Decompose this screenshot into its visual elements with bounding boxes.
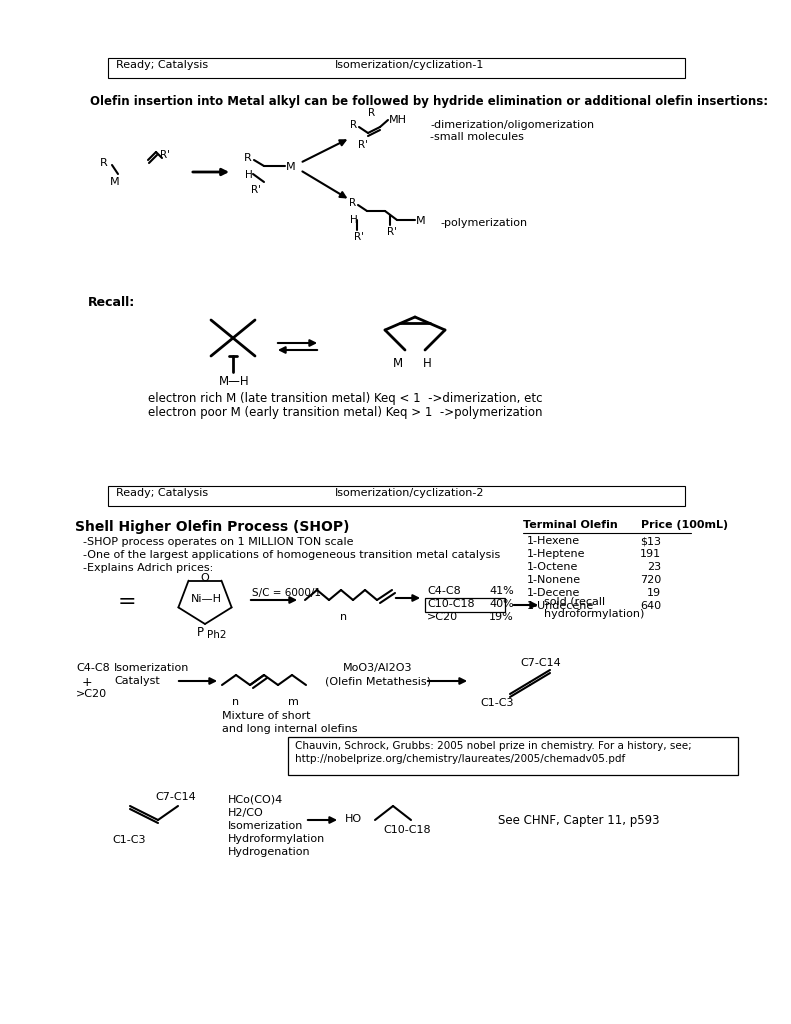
Text: electron poor M (early transition metal) Keq > 1  ->polymerization: electron poor M (early transition metal)… bbox=[148, 406, 543, 419]
Text: Ready; Catalysis: Ready; Catalysis bbox=[116, 60, 208, 70]
Text: sold (recall: sold (recall bbox=[544, 597, 605, 607]
Text: $13: $13 bbox=[640, 536, 661, 546]
Text: and long internal olefins: and long internal olefins bbox=[222, 724, 358, 734]
Text: 1-Octene: 1-Octene bbox=[527, 562, 578, 572]
Text: MH: MH bbox=[389, 115, 407, 125]
Text: >C20: >C20 bbox=[427, 612, 458, 622]
Text: Isomerization: Isomerization bbox=[228, 821, 304, 831]
Text: Isomerization/cyclization-2: Isomerization/cyclization-2 bbox=[335, 488, 485, 498]
Text: C7-C14: C7-C14 bbox=[520, 658, 561, 668]
Text: R': R' bbox=[358, 140, 368, 150]
Text: http://nobelprize.org/chemistry/laureates/2005/chemadv05.pdf: http://nobelprize.org/chemistry/laureate… bbox=[295, 754, 625, 764]
Text: H: H bbox=[245, 170, 253, 180]
Text: -small molecules: -small molecules bbox=[430, 132, 524, 142]
Text: 640: 640 bbox=[640, 601, 661, 611]
Text: HO: HO bbox=[345, 814, 362, 824]
Text: R: R bbox=[368, 108, 375, 118]
Text: 19: 19 bbox=[647, 588, 661, 598]
Bar bbox=[108, 486, 685, 506]
Text: -SHOP process operates on 1 MILLION TON scale: -SHOP process operates on 1 MILLION TON … bbox=[83, 537, 354, 547]
Text: H: H bbox=[423, 357, 432, 370]
Text: C4-C8: C4-C8 bbox=[427, 586, 460, 596]
Text: hydroformylation): hydroformylation) bbox=[544, 609, 645, 618]
Text: R: R bbox=[349, 198, 356, 208]
Text: 1-Undecene: 1-Undecene bbox=[527, 601, 594, 611]
Text: M—H: M—H bbox=[219, 375, 250, 388]
Bar bbox=[288, 737, 738, 775]
Text: Ph2: Ph2 bbox=[207, 630, 226, 640]
Text: R: R bbox=[350, 120, 357, 130]
Text: -One of the largest applications of homogeneous transition metal catalysis: -One of the largest applications of homo… bbox=[83, 550, 500, 560]
Text: 41%: 41% bbox=[489, 586, 513, 596]
Text: R': R' bbox=[251, 185, 261, 195]
Text: Shell Higher Olefin Process (SHOP): Shell Higher Olefin Process (SHOP) bbox=[75, 520, 350, 534]
Text: Ni—H: Ni—H bbox=[191, 594, 222, 604]
Text: M: M bbox=[393, 357, 403, 370]
Text: C10-C18: C10-C18 bbox=[383, 825, 430, 835]
Text: 720: 720 bbox=[640, 575, 661, 585]
Text: S/C = 6000/1: S/C = 6000/1 bbox=[252, 588, 321, 598]
Text: C7-C14: C7-C14 bbox=[155, 792, 195, 802]
Text: R: R bbox=[100, 158, 108, 168]
Text: R': R' bbox=[387, 227, 397, 237]
Text: 19%: 19% bbox=[489, 612, 513, 622]
Text: O: O bbox=[200, 573, 209, 583]
Text: 191: 191 bbox=[640, 549, 661, 559]
Text: Catalyst: Catalyst bbox=[114, 676, 160, 686]
Bar bbox=[425, 598, 505, 612]
Text: -polymerization: -polymerization bbox=[440, 218, 527, 228]
Text: -Explains Adrich prices:: -Explains Adrich prices: bbox=[83, 563, 214, 573]
Text: R: R bbox=[244, 153, 252, 163]
Text: HCo(CO)4: HCo(CO)4 bbox=[228, 795, 283, 805]
Text: C4-C8: C4-C8 bbox=[76, 663, 110, 673]
Text: n: n bbox=[340, 612, 347, 622]
Text: (Olefin Metathesis): (Olefin Metathesis) bbox=[325, 676, 431, 686]
Text: Isomerization: Isomerization bbox=[114, 663, 189, 673]
Text: -dimerization/oligomerization: -dimerization/oligomerization bbox=[430, 120, 594, 130]
Text: M: M bbox=[110, 177, 119, 187]
Text: H2/CO: H2/CO bbox=[228, 808, 263, 818]
Text: +: + bbox=[82, 676, 93, 689]
Text: C1-C3: C1-C3 bbox=[112, 835, 146, 845]
Text: MoO3/Al2O3: MoO3/Al2O3 bbox=[343, 663, 413, 673]
Text: 1-Hexene: 1-Hexene bbox=[527, 536, 580, 546]
Text: P: P bbox=[197, 626, 204, 639]
Text: =: = bbox=[118, 592, 137, 612]
Text: Price (100mL): Price (100mL) bbox=[641, 520, 729, 530]
Text: Isomerization/cyclization-1: Isomerization/cyclization-1 bbox=[335, 60, 484, 70]
Text: M: M bbox=[416, 216, 426, 226]
Text: 1-Nonene: 1-Nonene bbox=[527, 575, 581, 585]
Text: Hydroformylation: Hydroformylation bbox=[228, 834, 325, 844]
Text: H: H bbox=[350, 215, 358, 225]
Text: electron rich M (late transition metal) Keq < 1  ->dimerization, etc: electron rich M (late transition metal) … bbox=[148, 392, 543, 406]
Text: n: n bbox=[232, 697, 239, 707]
Text: R': R' bbox=[160, 150, 170, 160]
Text: See CHNF, Capter 11, p593: See CHNF, Capter 11, p593 bbox=[498, 814, 660, 827]
Text: Ready; Catalysis: Ready; Catalysis bbox=[116, 488, 208, 498]
Text: 40%: 40% bbox=[489, 599, 513, 609]
Text: 1-Heptene: 1-Heptene bbox=[527, 549, 585, 559]
Bar bbox=[108, 58, 685, 78]
Text: C10-C18: C10-C18 bbox=[427, 599, 475, 609]
Text: m: m bbox=[288, 697, 299, 707]
Text: C1-C3: C1-C3 bbox=[480, 698, 513, 708]
Text: Olefin insertion into Metal alkyl can be followed by hydride elimination or addi: Olefin insertion into Metal alkyl can be… bbox=[90, 95, 768, 108]
Text: 1-Decene: 1-Decene bbox=[527, 588, 581, 598]
Text: R': R' bbox=[354, 232, 364, 242]
Text: Recall:: Recall: bbox=[88, 296, 135, 309]
Text: Mixture of short: Mixture of short bbox=[222, 711, 311, 721]
Text: Hydrogenation: Hydrogenation bbox=[228, 847, 311, 857]
Text: >C20: >C20 bbox=[76, 689, 107, 699]
Text: Chauvin, Schrock, Grubbs: 2005 nobel prize in chemistry. For a history, see;: Chauvin, Schrock, Grubbs: 2005 nobel pri… bbox=[295, 741, 692, 751]
Text: Terminal Olefin: Terminal Olefin bbox=[523, 520, 618, 530]
Text: M: M bbox=[286, 162, 296, 172]
Text: 23: 23 bbox=[647, 562, 661, 572]
